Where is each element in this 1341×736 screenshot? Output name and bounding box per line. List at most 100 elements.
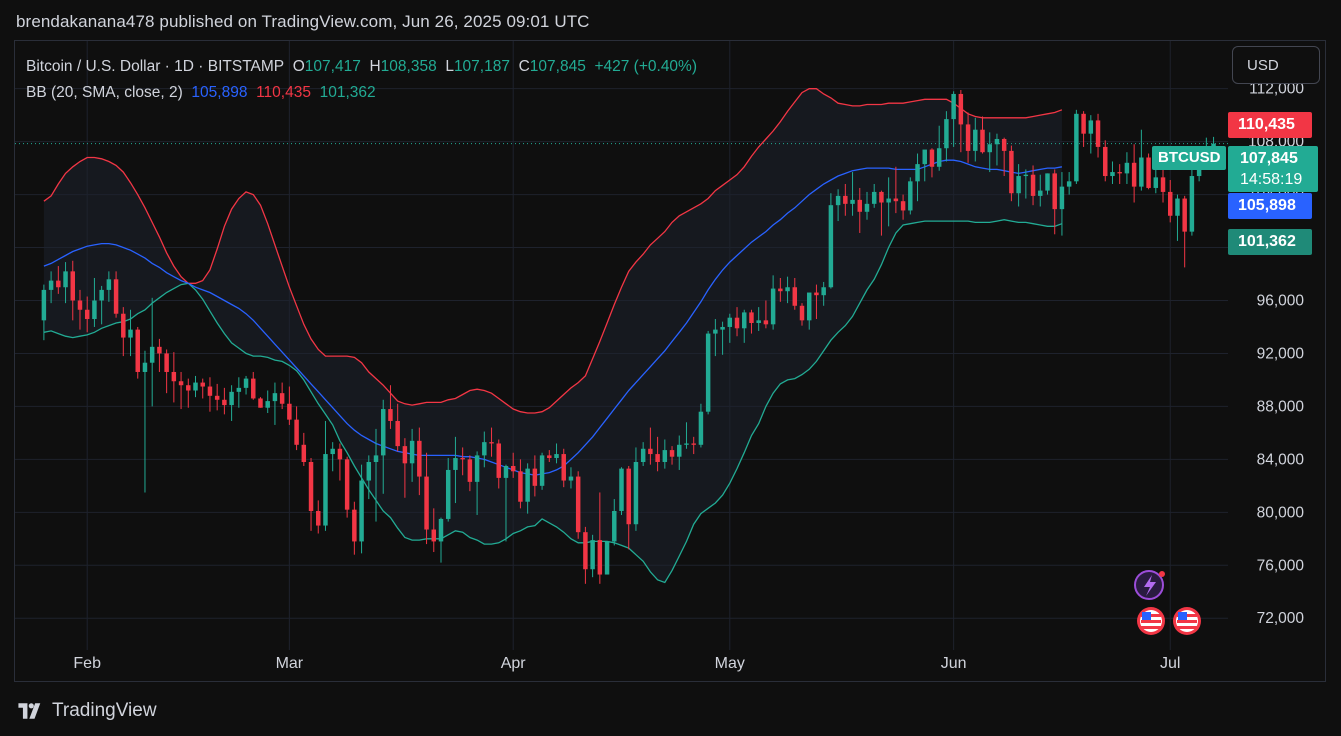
x-tick-label: Feb <box>73 655 101 672</box>
candle-120 <box>908 177 913 215</box>
candle-body <box>518 471 523 502</box>
candle-body <box>178 381 184 386</box>
chart-frame <box>14 40 1326 682</box>
candle-3 <box>63 262 68 304</box>
us-flag-event-icon-2[interactable] <box>1173 607 1201 635</box>
candle-body <box>92 300 97 320</box>
candle-body <box>323 454 328 526</box>
candle-39 <box>323 420 328 531</box>
candle-94 <box>720 321 725 355</box>
candle-body <box>648 448 653 455</box>
candle-body <box>677 444 682 457</box>
candle-106 <box>806 292 812 330</box>
candle-body <box>980 129 985 153</box>
candle-body <box>871 191 877 204</box>
candle-103 <box>785 276 790 304</box>
candle-body <box>121 313 126 338</box>
candle-body <box>1146 157 1151 188</box>
candle-body <box>727 317 733 327</box>
candle-51 <box>409 428 415 482</box>
candle-body <box>316 510 321 526</box>
candle-body <box>113 279 119 314</box>
candle-body <box>431 529 437 542</box>
candle-body <box>828 205 834 288</box>
candle-body <box>258 398 263 408</box>
candle-body <box>669 450 675 457</box>
candle-137 <box>1030 165 1036 206</box>
candle-22 <box>200 378 205 399</box>
candle-body <box>142 362 148 372</box>
candle-10 <box>113 271 119 318</box>
candle-9 <box>106 271 112 302</box>
candle-body <box>590 540 595 570</box>
candle-body <box>373 455 379 463</box>
candle-101 <box>770 275 776 330</box>
footer-brand[interactable]: TradingView <box>52 700 157 721</box>
candle-157 <box>1175 194 1180 241</box>
bb-lower-value: 101,362 <box>319 84 376 101</box>
candle-body <box>763 320 769 325</box>
candle-body <box>265 401 270 408</box>
candle-100 <box>763 300 769 329</box>
candle-body <box>380 409 386 456</box>
candle-11 <box>121 307 126 357</box>
candle-body <box>409 440 415 464</box>
candle-body <box>467 459 473 482</box>
candle-15 <box>149 297 155 407</box>
candle-36 <box>301 432 307 466</box>
candle-body <box>171 371 177 382</box>
earnings-lightning-icon[interactable] <box>1134 570 1165 600</box>
candle-body <box>1030 174 1036 196</box>
candle-body <box>135 329 140 372</box>
candle-85 <box>655 436 660 472</box>
bollinger-basis-line <box>43 159 1063 476</box>
candle-41 <box>337 443 343 481</box>
candle-body <box>106 279 112 290</box>
candle-body <box>770 288 776 325</box>
candle-35 <box>294 406 299 451</box>
candle-body <box>973 129 978 151</box>
candle-136 <box>1023 169 1029 199</box>
candle-body <box>691 443 696 445</box>
bb-upper-value: 110,435 <box>256 84 311 101</box>
bb-row: BB (20, SMA, close, 2) 105,898 110,435 1… <box>26 80 697 106</box>
currency-button[interactable]: USD <box>1232 46 1320 84</box>
candle-129 <box>973 117 978 162</box>
candle-body <box>908 181 913 211</box>
candle-body <box>48 280 54 290</box>
candle-59 <box>467 455 473 492</box>
candle-123 <box>929 148 935 178</box>
chart-legend: Bitcoin / U.S. Dollar · 1D · BITSTAMP O1… <box>26 54 697 106</box>
candle-body <box>1045 173 1050 191</box>
symbol-title[interactable]: Bitcoin / U.S. Dollar · 1D · BITSTAMP <box>26 58 285 75</box>
candle-83 <box>640 442 646 466</box>
candle-70 <box>547 450 552 463</box>
low-label: L <box>445 58 454 75</box>
candle-body <box>63 271 68 288</box>
candle-92 <box>705 330 711 415</box>
candle-body <box>944 119 949 149</box>
candle-20 <box>186 378 191 408</box>
candle-122 <box>922 149 927 182</box>
candle-144 <box>1081 111 1086 147</box>
candle-body <box>879 191 884 203</box>
candle-130 <box>980 116 985 154</box>
candle-body <box>453 458 458 470</box>
candle-98 <box>749 309 754 334</box>
candle-145 <box>1088 115 1094 154</box>
high-value: 108,358 <box>380 58 437 75</box>
candle-102 <box>778 277 783 302</box>
bb-label[interactable]: BB (20, SMA, close, 2) <box>26 84 183 101</box>
candle-78 <box>604 541 610 575</box>
open-value: 107,417 <box>304 58 361 75</box>
candle-body <box>806 292 812 321</box>
candle-body <box>1038 190 1043 196</box>
candle-24 <box>214 383 220 411</box>
candle-body <box>272 393 278 402</box>
us-flag-event-icon[interactable] <box>1137 607 1165 635</box>
candle-81 <box>626 465 631 550</box>
candle-25 <box>222 387 227 415</box>
candle-32 <box>272 382 278 425</box>
candle-body <box>1009 150 1014 194</box>
